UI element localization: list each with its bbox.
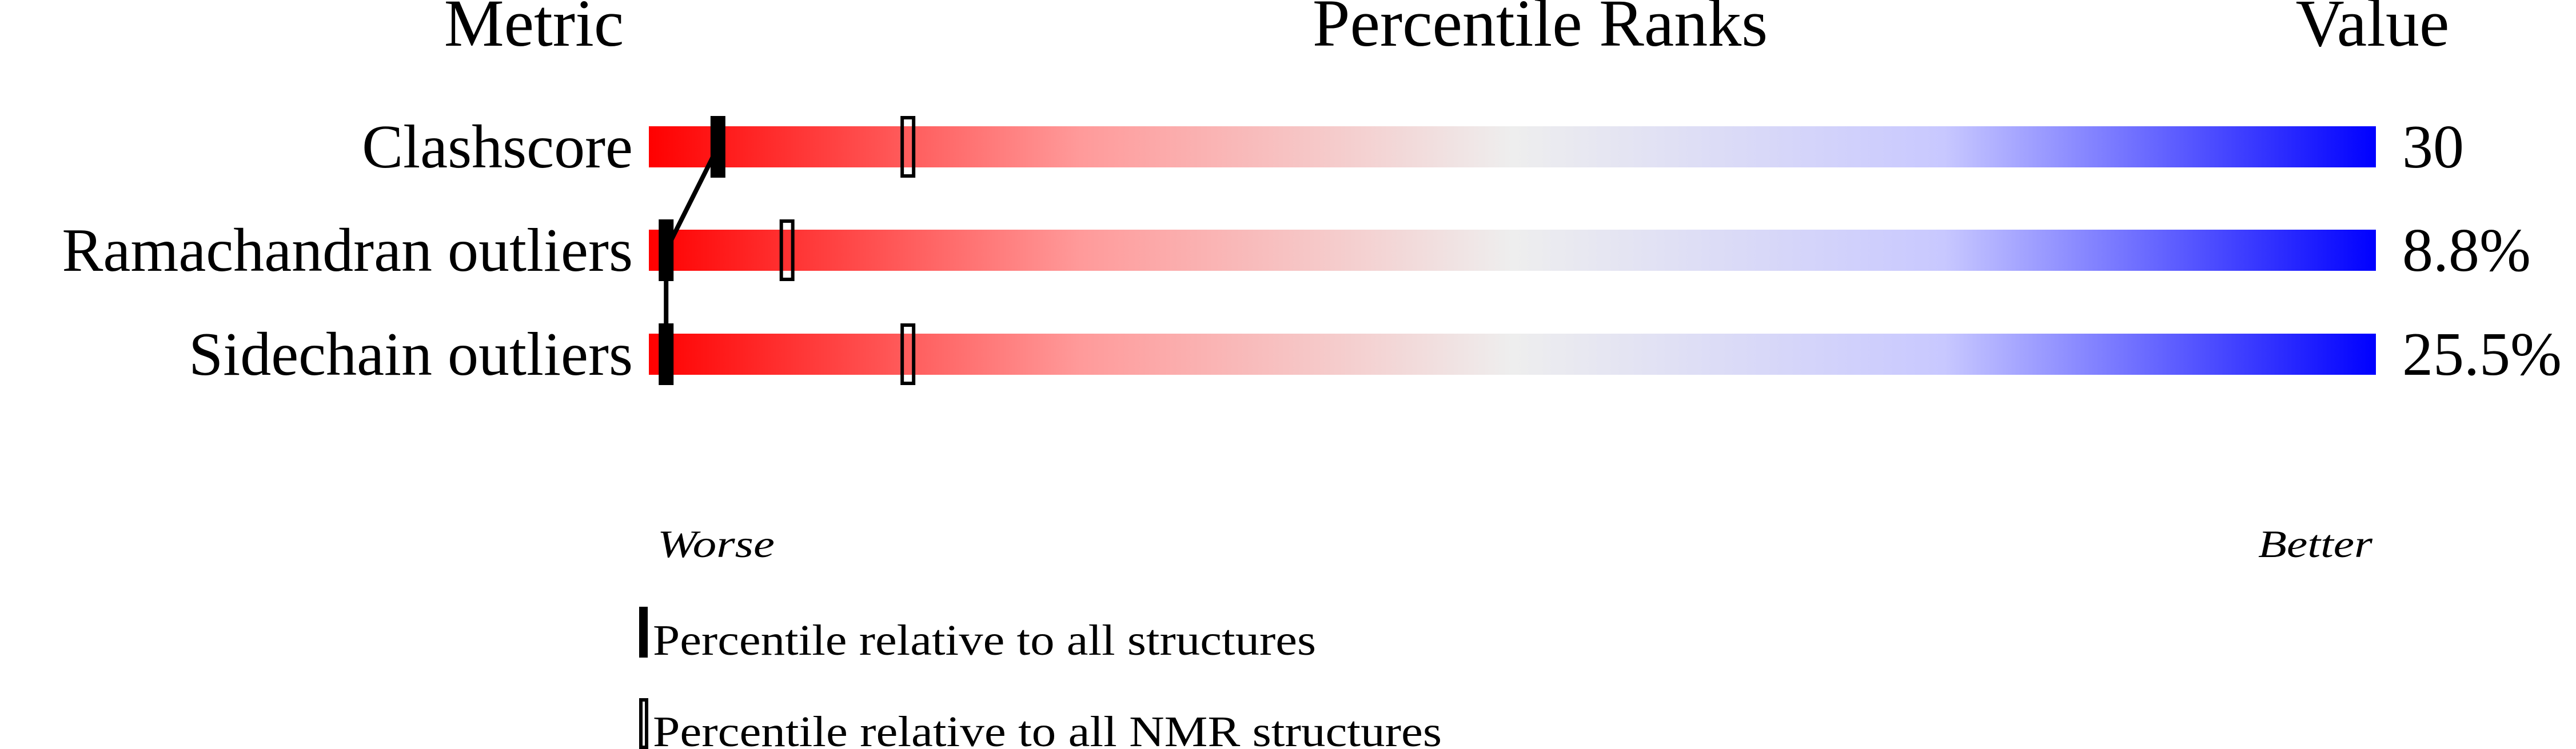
header-percentile-ranks: Percentile Ranks (1313, 0, 1768, 61)
legend-label-all: Percentile relative to all structures (653, 616, 1316, 664)
metric-label: Sidechain outliers (189, 321, 633, 388)
all-percentile-marker (659, 323, 674, 385)
nmr-percentile-marker (900, 323, 916, 385)
metric-value: 8.8% (2402, 217, 2531, 285)
header-metric: Metric (444, 0, 624, 61)
header-value: Value (2296, 0, 2450, 61)
axis-label-better: Better (2258, 522, 2373, 566)
legend-filled-marker-icon (639, 607, 648, 658)
percentile-bar (649, 334, 2376, 375)
metric-value: 25.5% (2402, 321, 2562, 388)
percentile-bar (649, 230, 2376, 271)
legend-label-nmr: Percentile relative to all NMR structure… (653, 708, 1442, 749)
nmr-percentile-marker (779, 219, 795, 281)
metric-value: 30 (2402, 113, 2464, 181)
all-percentile-marker (659, 219, 674, 281)
legend-outline-marker-icon (639, 698, 648, 749)
all-percentile-marker (710, 116, 725, 178)
metric-label: Clashscore (362, 113, 633, 181)
metric-label: Ramachandran outliers (62, 217, 633, 285)
percentile-bar (649, 126, 2376, 167)
nmr-percentile-marker (900, 116, 916, 178)
axis-label-worse: Worse (657, 522, 775, 566)
